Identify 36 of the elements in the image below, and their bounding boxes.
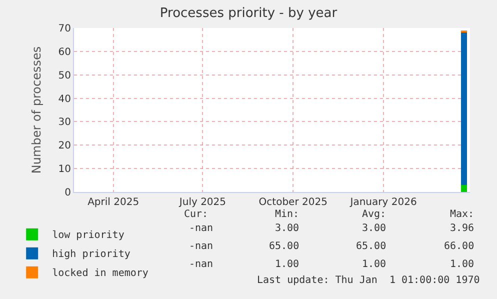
x-tick-label: July 2025 bbox=[178, 197, 226, 208]
text: 66.00 bbox=[444, 241, 474, 252]
y-tick-label: 70 bbox=[58, 24, 71, 34]
y-tick-label: 40 bbox=[58, 94, 71, 105]
y-tick-label: 30 bbox=[58, 117, 71, 128]
y-axis-title: Number of processes bbox=[30, 46, 44, 174]
text: 1.00 bbox=[362, 259, 386, 270]
text: 1.00 bbox=[450, 259, 474, 270]
y-tick-label: 60 bbox=[58, 46, 71, 58]
text: 1.00 bbox=[275, 259, 300, 270]
bar bbox=[461, 184, 468, 192]
y-tick-label: 20 bbox=[58, 140, 71, 152]
text: Avg: bbox=[362, 209, 386, 220]
text: Cur: bbox=[184, 209, 208, 220]
bar bbox=[461, 32, 468, 185]
y-tick-label: 50 bbox=[58, 70, 71, 82]
chart-title: Processes priority - by year bbox=[160, 6, 338, 22]
text: -nan bbox=[189, 259, 214, 270]
legend-label: high priority bbox=[52, 249, 130, 260]
text: -nan bbox=[189, 223, 214, 234]
text: Last update: Thu Jan 1 01:00:00 1970 bbox=[257, 275, 480, 286]
text: -nan bbox=[189, 241, 214, 252]
y-tick-label: 10 bbox=[58, 164, 71, 176]
legend-label: locked in memory bbox=[52, 268, 148, 280]
y-tick-label: 0 bbox=[64, 188, 71, 198]
legend-label: low priority bbox=[52, 230, 124, 242]
text: Min: bbox=[275, 209, 300, 220]
text: Max: bbox=[450, 209, 474, 220]
text: 65.00 bbox=[356, 241, 386, 252]
x-tick-label: October 2025 bbox=[258, 197, 328, 208]
x-tick-label: January 2026 bbox=[349, 197, 417, 208]
text: 3.00 bbox=[275, 223, 300, 234]
text: 65.00 bbox=[269, 241, 300, 252]
text: 3.00 bbox=[362, 223, 386, 234]
x-tick-label: April 2025 bbox=[88, 197, 140, 208]
text: 3.96 bbox=[450, 223, 474, 234]
